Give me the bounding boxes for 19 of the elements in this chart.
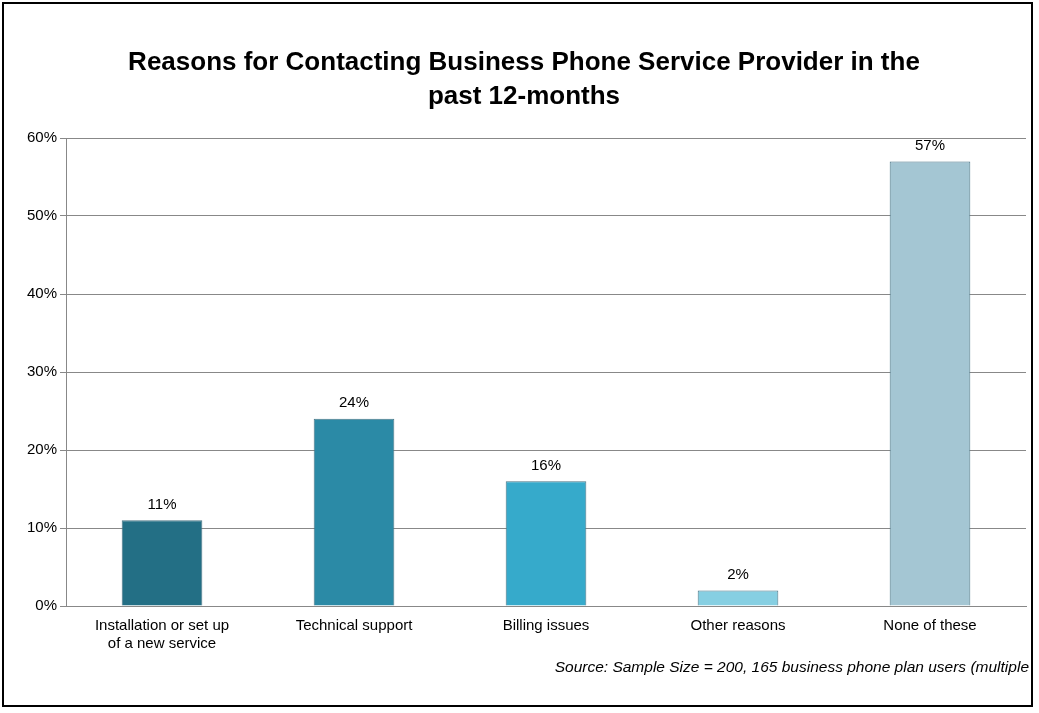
x-tick-label: Technical support [295, 616, 414, 634]
y-tick-label: 20% [26, 440, 58, 458]
y-tick-label: 60% [26, 128, 58, 146]
x-tick-label: Installation or set up of a new service [94, 616, 230, 652]
x-tick-label: Billing issues [502, 616, 590, 634]
chart-title: Reasons for Contacting Business Phone Service Provider in the past 12-months [127, 45, 921, 112]
source-note: Source: Sample Size = 200, 165 business phone plan users (multiple [553, 658, 1029, 676]
y-tick-label: 30% [26, 362, 58, 380]
data-label: 57% [914, 136, 946, 154]
data-label: 2% [727, 565, 749, 583]
y-tick-label: 40% [26, 284, 58, 302]
x-tick-label: Other reasons [690, 616, 786, 634]
x-tick-label: None of these [883, 616, 977, 634]
y-tick-label: 0% [35, 596, 58, 614]
y-tick-label: 50% [26, 206, 58, 224]
data-label: 24% [339, 393, 370, 411]
data-label: 11% [147, 494, 177, 512]
data-label: 16% [531, 455, 562, 473]
y-tick-label: 10% [26, 518, 58, 536]
